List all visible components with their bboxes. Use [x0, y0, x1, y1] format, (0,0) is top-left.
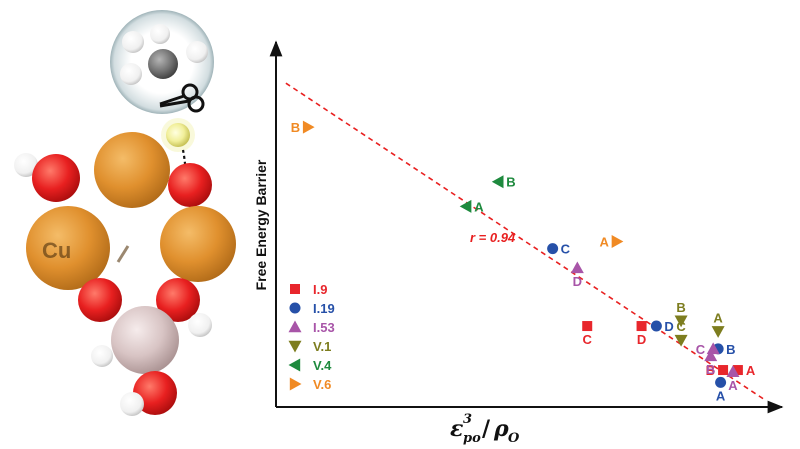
x-label-epsilon: ε	[450, 416, 463, 442]
legend: I.9 I.19 I.53 V.1 V.4 V.6	[288, 282, 335, 392]
fit-line	[285, 82, 766, 401]
hydrogen-atom	[150, 24, 170, 44]
data-point-I-19-A	[715, 376, 727, 388]
data-point-label: B	[291, 120, 300, 135]
legend-marker	[288, 320, 302, 333]
abstracted-hydrogen-core	[166, 123, 190, 147]
data-point-I-53-B	[704, 349, 718, 362]
data-point-I-9-D	[636, 321, 647, 332]
oxygen-atom	[156, 278, 200, 322]
scatter-chart: Free Energy Barrier ε 3 po / ρ O r = 0.9…	[253, 40, 784, 446]
data-point-label: B	[726, 342, 735, 357]
legend-marker	[289, 302, 301, 314]
data-point-label: B	[706, 362, 715, 377]
data-point-V-6-A	[611, 235, 624, 249]
data-point-label: C	[583, 332, 593, 347]
data-point-V-6-B	[302, 120, 315, 134]
data-point-label: A	[716, 388, 726, 403]
data-point-I-9-A	[732, 365, 743, 376]
legend-entry: V.6	[313, 377, 331, 392]
y-axis-label: Free Energy Barrier	[253, 159, 269, 290]
data-point-label: A	[746, 363, 756, 378]
data-point-label: B	[676, 300, 685, 315]
data-point-label: C	[696, 342, 706, 357]
hydrogen-atom	[91, 345, 113, 367]
legend-entry: I.9	[313, 282, 327, 297]
legend-marker	[288, 340, 302, 353]
data-point-label: D	[573, 274, 582, 289]
svg-text:po: po	[463, 431, 481, 446]
svg-text:O: O	[508, 431, 520, 446]
oxygen-atom	[168, 163, 212, 207]
oxygen-atom	[78, 278, 122, 322]
hydrogen-atom	[122, 31, 144, 53]
correlation-label: r = 0.94	[470, 230, 516, 245]
legend-marker	[288, 358, 301, 372]
legend-entry: V.4	[313, 358, 332, 373]
legend-marker	[289, 377, 302, 391]
data-point-label: D	[664, 319, 673, 334]
legend-marker	[290, 284, 300, 294]
data-point-I-53-A	[726, 365, 740, 377]
hydrogen-atom	[186, 41, 208, 63]
hydrogen-atom	[188, 313, 212, 337]
data-point-I-9-B	[718, 365, 729, 376]
x-label-slash: /	[482, 416, 491, 442]
data-point-label: A	[728, 378, 738, 393]
svg-text:/: /	[482, 416, 491, 442]
data-point-label: B	[506, 175, 515, 190]
data-point-I-9-C	[582, 321, 593, 332]
data-point-label: C	[561, 242, 571, 257]
data-point-label: D	[637, 332, 646, 347]
data-point-I-19-C	[547, 243, 559, 255]
x-axis-label: ε 3 po / ρ O	[450, 412, 520, 446]
hydrogen-atom	[14, 153, 38, 177]
carbon-atom	[148, 49, 178, 79]
svg-text:ε: ε	[450, 416, 463, 442]
data-point-label: B	[706, 363, 715, 378]
x-label-subscript: po	[463, 431, 481, 446]
copper-atom	[94, 132, 170, 208]
data-point-V-1-A	[711, 326, 725, 338]
copper-atom	[160, 206, 236, 282]
data-point-I-53-D	[570, 261, 584, 274]
scissors-icon	[159, 83, 205, 113]
x-label-subscript-o: O	[508, 431, 520, 446]
data-point-label: A	[599, 235, 609, 250]
x-label-rho: ρ	[493, 416, 509, 442]
svg-text:3: 3	[463, 412, 472, 427]
data-point-label: A	[474, 199, 484, 214]
x-label-superscript: 3	[463, 412, 472, 427]
svg-text:ρ: ρ	[493, 416, 509, 442]
legend-entry: I.19	[313, 301, 335, 316]
legend-entry: I.53	[313, 320, 335, 335]
silicon-atom	[111, 306, 179, 374]
data-point-V-4-A	[459, 199, 472, 213]
data-point-V-1-C	[674, 334, 688, 347]
cu-cluster-molecule-illustration: Cu	[14, 10, 236, 416]
legend-entry: V.1	[313, 339, 331, 354]
oxygen-atom	[32, 154, 80, 202]
bond-stroke	[116, 245, 130, 263]
data-point-V-1-B	[674, 315, 688, 328]
data-point-label: A	[713, 310, 723, 325]
hydrogen-atom	[120, 392, 144, 416]
data-point-V-4-B	[491, 175, 504, 189]
metal-label: Cu	[42, 238, 71, 263]
copper-atom	[26, 206, 110, 290]
hydrogen-atom	[120, 63, 142, 85]
data-point-I-19-D	[650, 320, 662, 332]
data-point-label: C	[676, 319, 686, 334]
